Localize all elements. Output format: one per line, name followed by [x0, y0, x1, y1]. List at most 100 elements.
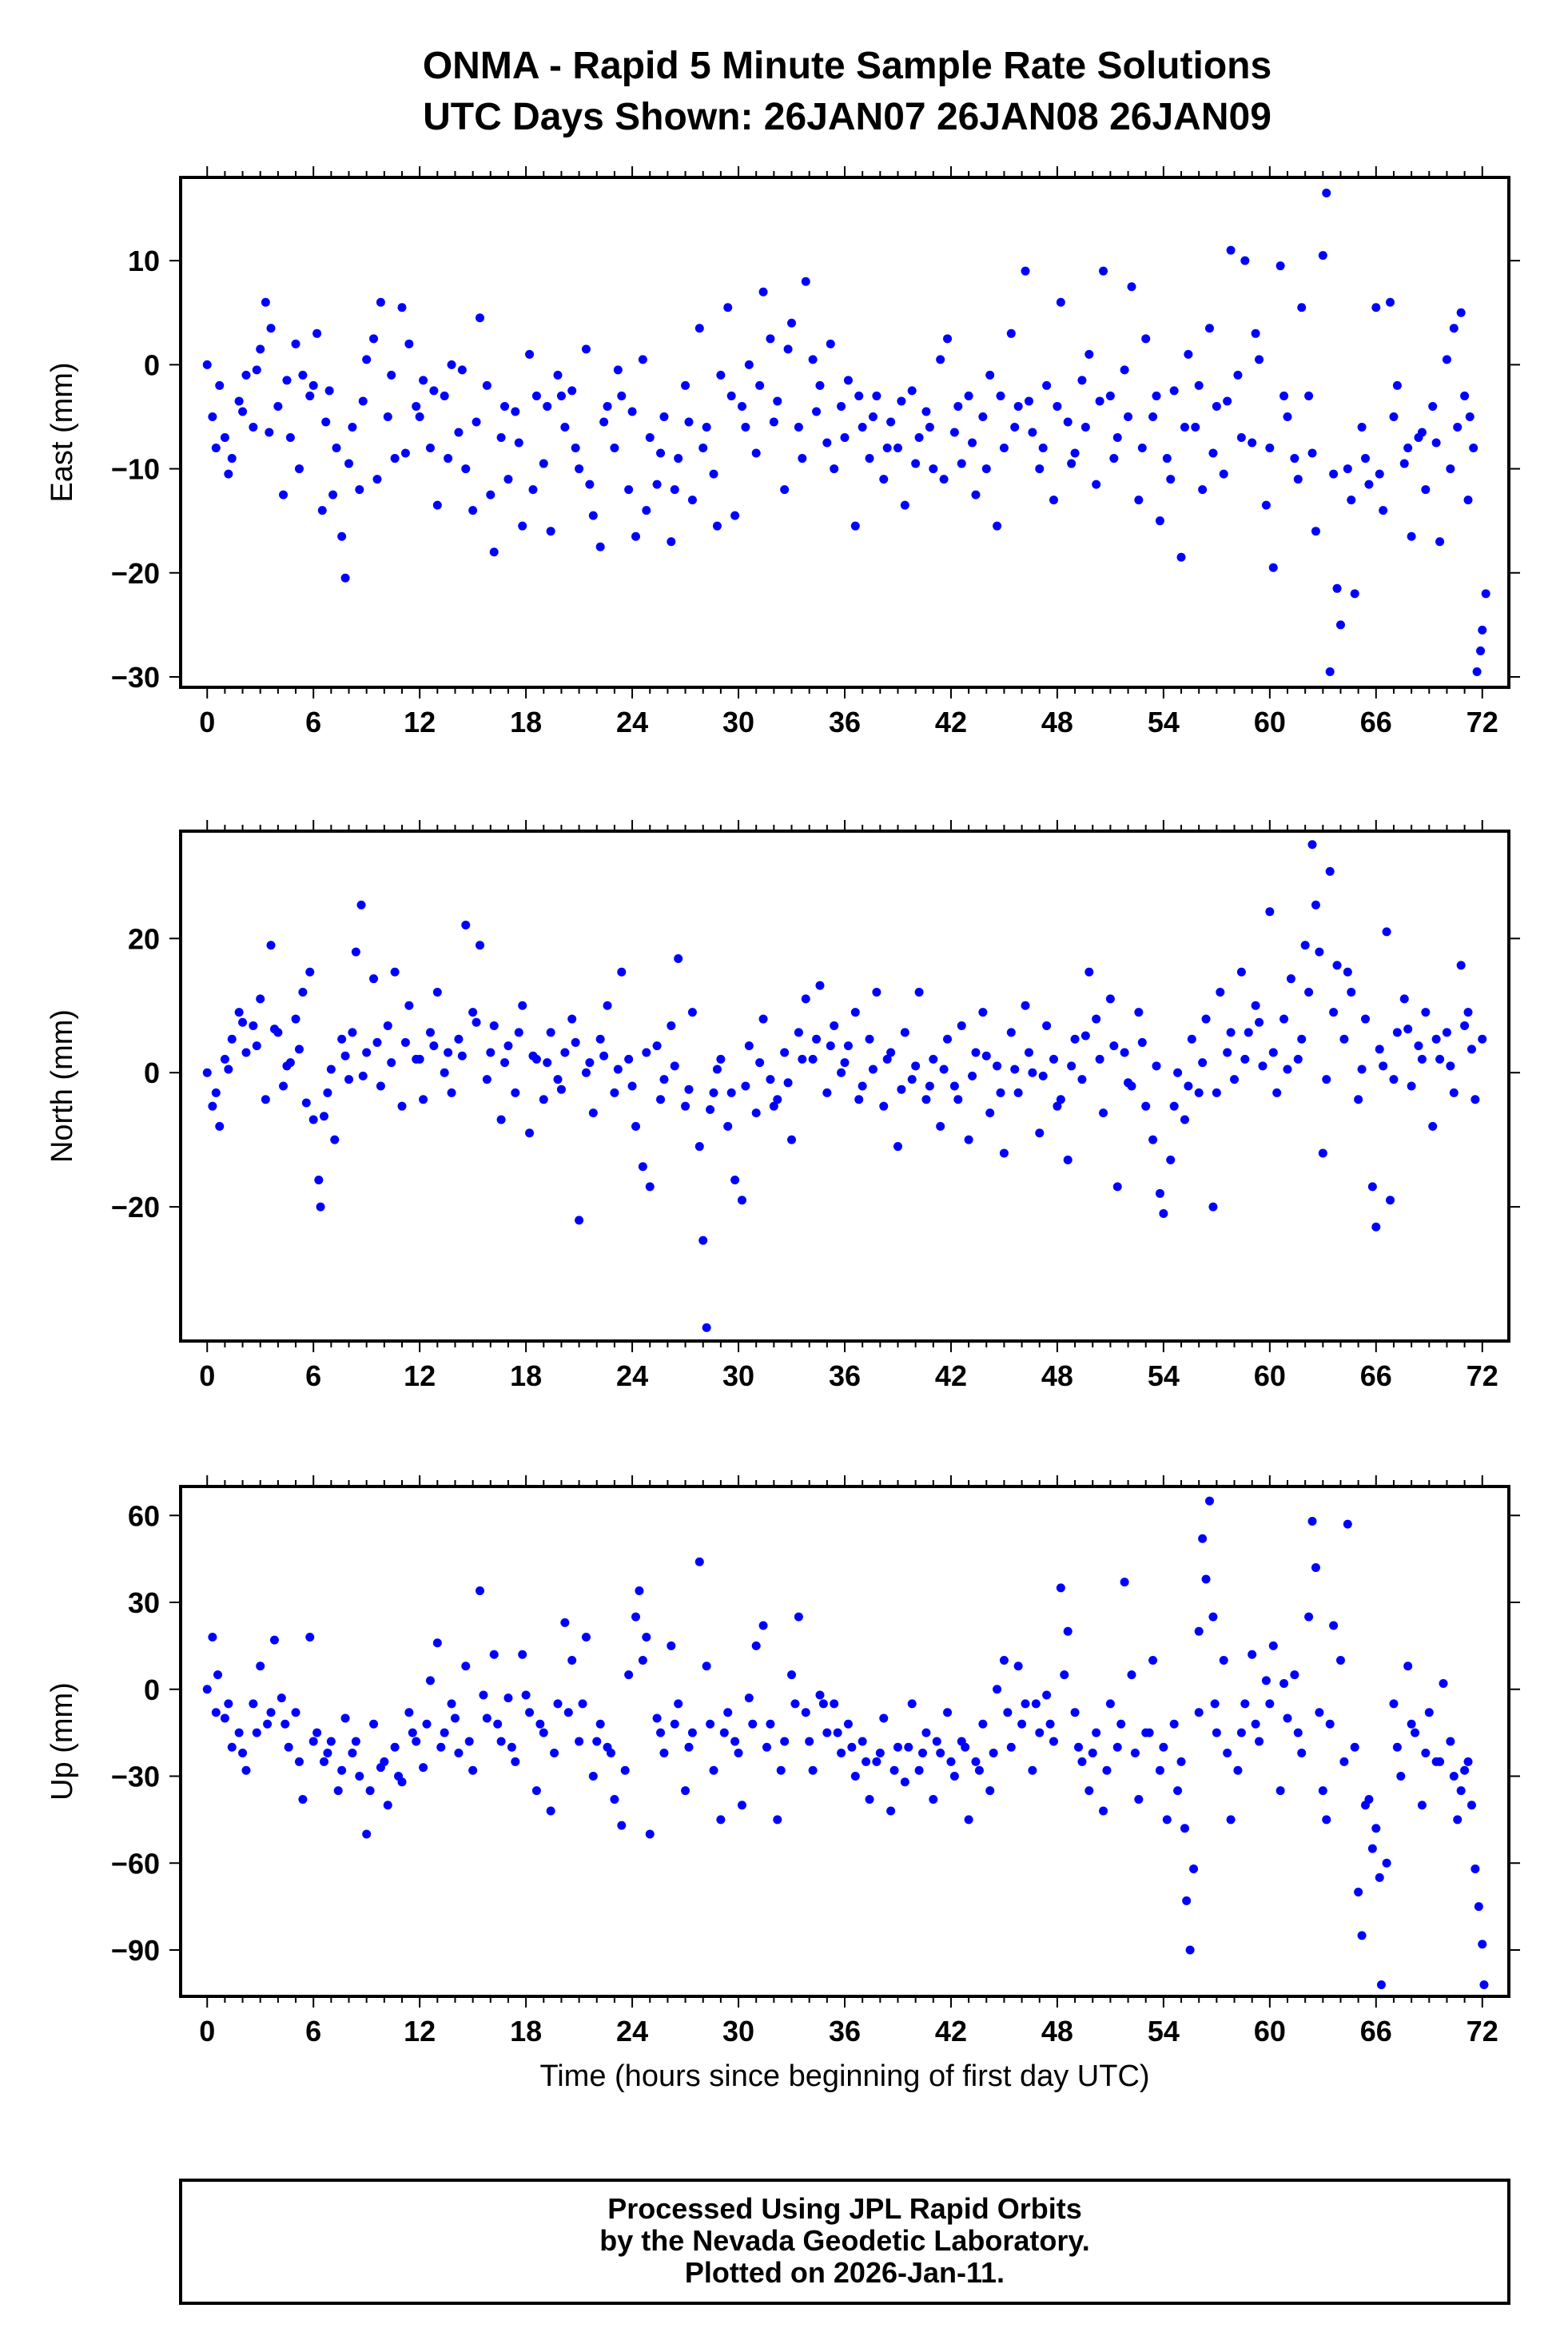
data-point — [1201, 1574, 1211, 1584]
data-point — [1343, 967, 1352, 977]
data-point — [1074, 1742, 1084, 1752]
data-point — [1357, 1065, 1367, 1074]
data-point — [1056, 1583, 1065, 1593]
data-point — [1127, 282, 1136, 292]
data-point — [581, 1633, 591, 1642]
data-point — [489, 1650, 499, 1659]
data-point — [1212, 401, 1221, 411]
y-tick-label: −30 — [111, 1761, 160, 1793]
data-point — [1255, 1737, 1264, 1746]
data-point — [659, 1075, 669, 1084]
data-point — [638, 355, 647, 364]
data-point — [588, 1108, 598, 1118]
data-point — [1127, 1670, 1136, 1680]
data-point — [224, 469, 233, 479]
x-tick-label: 48 — [1041, 706, 1073, 738]
data-point — [493, 1719, 503, 1729]
data-point — [457, 365, 467, 375]
data-point — [1364, 480, 1374, 489]
data-point — [769, 1101, 778, 1111]
data-point — [773, 1815, 782, 1825]
data-point — [1371, 1824, 1381, 1833]
data-point — [812, 407, 822, 416]
data-point — [1236, 433, 1246, 443]
data-point — [1322, 1075, 1331, 1084]
x-tick-label: 6 — [305, 2015, 321, 2048]
data-point — [314, 1176, 324, 1185]
data-point — [730, 511, 740, 520]
data-point — [1421, 485, 1431, 495]
data-point — [1112, 1742, 1122, 1752]
data-point — [1035, 1128, 1045, 1138]
data-point — [383, 1801, 392, 1810]
data-point — [1099, 1806, 1108, 1816]
data-point — [981, 464, 991, 474]
data-point — [1109, 454, 1119, 464]
data-point — [1137, 1037, 1147, 1047]
data-point — [503, 475, 513, 484]
data-point — [949, 428, 959, 437]
data-point — [595, 542, 605, 551]
data-point — [1265, 1699, 1275, 1709]
data-point — [400, 448, 410, 458]
data-point — [790, 1699, 800, 1709]
data-point — [1315, 1708, 1324, 1717]
data-point — [1335, 620, 1345, 630]
data-point — [999, 1656, 1009, 1665]
data-point — [340, 1713, 350, 1723]
data-point — [741, 422, 750, 432]
data-point — [1084, 967, 1094, 977]
data-point — [815, 1690, 825, 1700]
data-point — [989, 1749, 998, 1757]
data-point — [1095, 396, 1104, 406]
data-point — [1421, 1749, 1431, 1757]
data-point — [1463, 495, 1473, 505]
data-point — [1024, 1048, 1033, 1057]
data-point — [1105, 391, 1115, 400]
data-point — [369, 1719, 379, 1729]
data-point — [1481, 589, 1490, 599]
data-point — [241, 1765, 251, 1775]
data-point — [1248, 1650, 1257, 1659]
data-point — [939, 475, 949, 484]
data-point — [656, 448, 666, 458]
data-point — [422, 1719, 432, 1729]
data-point — [1233, 370, 1243, 380]
data-point — [539, 1095, 548, 1104]
data-point — [1332, 961, 1342, 970]
data-point — [702, 1662, 711, 1671]
data-point — [507, 1742, 516, 1752]
data-point — [1255, 355, 1264, 364]
data-point — [723, 303, 733, 312]
data-point — [514, 1028, 523, 1037]
data-point — [1307, 448, 1317, 458]
data-point — [1421, 1008, 1431, 1017]
data-point — [1304, 1612, 1314, 1622]
data-point — [766, 334, 775, 344]
data-point — [1389, 1075, 1399, 1084]
data-point — [1084, 349, 1094, 359]
data-point — [390, 967, 400, 977]
data-point — [220, 433, 229, 443]
data-point — [858, 1081, 867, 1091]
data-point — [624, 1670, 634, 1680]
data-point — [387, 370, 396, 380]
data-point — [652, 1713, 662, 1723]
data-point — [1212, 1728, 1221, 1737]
data-point — [882, 1054, 892, 1064]
data-point — [234, 1008, 244, 1017]
data-point — [737, 1196, 746, 1205]
data-point — [706, 1104, 715, 1114]
data-point — [208, 1633, 217, 1642]
data-point — [1017, 1719, 1027, 1729]
x-tick-label: 54 — [1148, 706, 1180, 738]
data-point — [1318, 1148, 1327, 1158]
data-point — [1399, 459, 1409, 468]
data-point — [1208, 1202, 1218, 1212]
data-point — [801, 277, 810, 286]
data-point — [1109, 1041, 1119, 1051]
data-point — [249, 422, 258, 432]
data-point — [879, 1101, 889, 1111]
data-point — [234, 1728, 244, 1737]
data-point — [670, 1061, 679, 1071]
